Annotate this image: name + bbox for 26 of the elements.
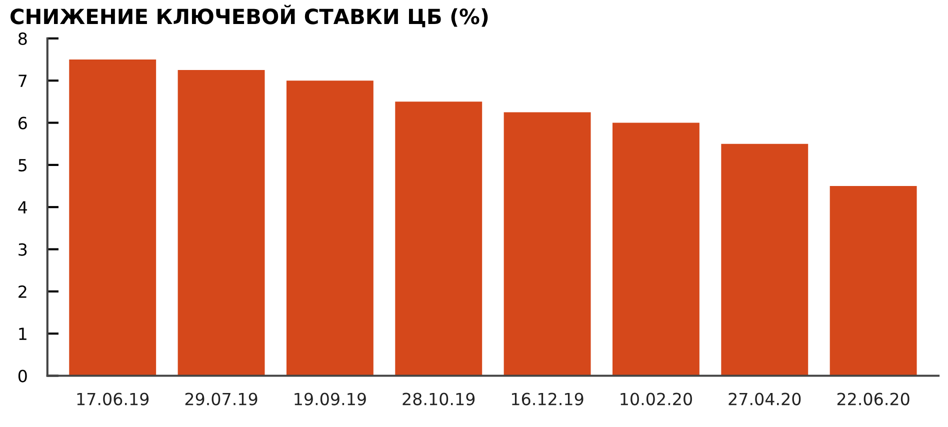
bar [612, 122, 700, 376]
y-tick-label: 8 [18, 32, 27, 45]
x-tick-label: 28.10.19 [402, 392, 475, 406]
bar [504, 112, 591, 376]
x-tick-label: 17.06.19 [77, 392, 149, 406]
bar [395, 102, 482, 376]
y-tick-label: 5 [18, 159, 26, 172]
x-tick-label: 10.02.20 [620, 392, 692, 406]
x-tick-label: 29.07.19 [185, 392, 258, 406]
bar [69, 60, 156, 376]
chart-title: СНИЖЕНИЕ КЛЮЧЕВОЙ СТАВКИ ЦБ (%) [10, 4, 488, 28]
x-tick-label: 27.04.20 [728, 392, 801, 406]
bar [830, 186, 917, 376]
x-tick-label: 22.06.20 [837, 392, 910, 406]
bar [178, 70, 265, 376]
y-tick-label: 4 [18, 201, 28, 214]
y-tick-label: 3 [18, 243, 27, 256]
y-tick-label: 6 [18, 116, 27, 130]
y-tick-label: 0 [18, 370, 27, 382]
bar [721, 144, 808, 376]
bar [286, 80, 374, 376]
y-tick-label: 1 [19, 328, 26, 340]
y-tick-label: 2 [18, 285, 26, 298]
y-tick-label: 7 [18, 74, 27, 87]
x-tick-label: 19.09.19 [294, 392, 366, 406]
x-tick-label: 16.12.19 [512, 392, 584, 406]
